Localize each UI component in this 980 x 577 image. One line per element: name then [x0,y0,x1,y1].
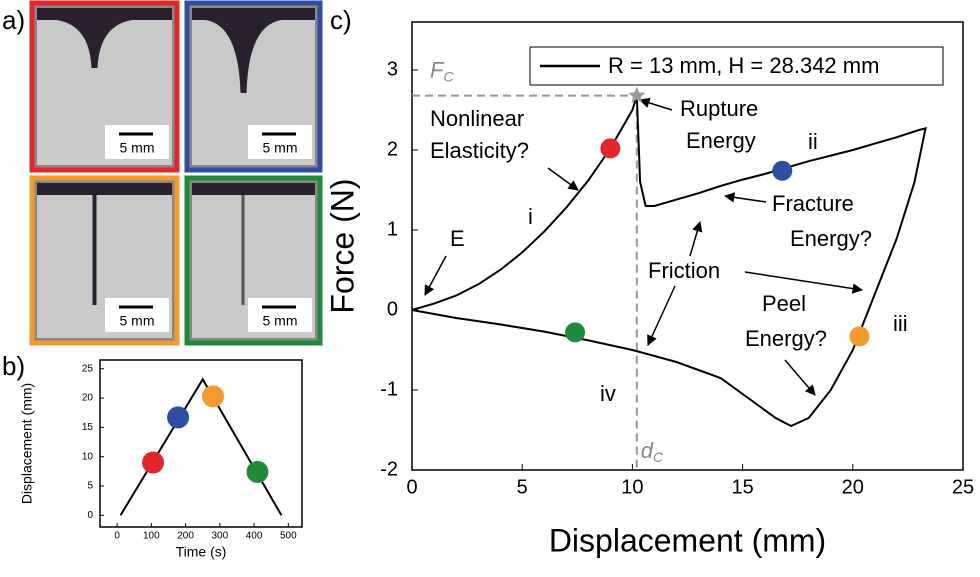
crack [205,20,282,93]
dc-sub: C [653,449,664,465]
crack [56,20,133,68]
data-line [411,95,927,428]
marker [565,322,586,343]
x-tick-label: 500 [280,531,297,542]
fc-main: F [430,57,445,82]
x-tick-label: 20 [842,476,864,498]
x-tick-label: 25 [952,476,974,498]
annotation: Elasticity? [430,138,529,163]
scale-box [105,298,169,332]
marker [167,406,190,429]
y-tick-label: -2 [380,458,398,480]
y-tick-label: 20 [82,393,94,404]
marker [849,326,870,347]
y-tick-label: 25 [82,363,94,374]
photo-top [37,8,172,20]
dc-label: dC [641,438,664,465]
x-tick-label: 15 [731,476,753,498]
y-tick-label: 3 [387,58,398,80]
annotation: iii [893,311,908,336]
annotation: Friction [648,258,720,283]
panel-label: c) [330,5,352,35]
y-tick-label: 0 [387,298,398,320]
x-tick-label: 0 [406,476,417,498]
dc-main: d [641,438,654,463]
annotation: ii [808,129,818,154]
y-tick-label: -1 [380,378,398,400]
x-tick-label: 300 [211,531,228,542]
marker [600,138,621,159]
annotation: Rupture [680,96,758,121]
y-tick-label: 10 [82,451,94,462]
crack [241,195,245,305]
plot-frame [411,21,964,471]
annotation: i [528,204,533,229]
arrows [424,97,864,396]
plot-frame [99,359,303,528]
data-line [119,377,283,516]
scale-label: 5 mm [263,140,298,156]
annotation: Energy? [745,326,827,351]
marker [772,160,793,181]
x-tick-label: 400 [246,531,263,542]
legend-label: R = 13 mm, H = 28.342 mm [608,53,879,78]
x-tick-label: 0 [114,531,120,542]
scale-label: 5 mm [120,313,155,329]
annotation: E [450,226,465,251]
y-tick-label: 0 [87,510,93,521]
marker [201,385,224,408]
scale-label: 5 mm [263,313,298,329]
photo-top [192,183,315,195]
annotation: Energy? [790,226,872,251]
annotation: Energy [686,128,756,153]
x-axis-label: Time (s) [176,544,227,560]
annotation: Nonlinear [430,106,524,131]
x-tick-label: 200 [177,531,194,542]
fc-sub: C [443,68,454,84]
x-tick-label: 5 [517,476,528,498]
scale-label: 5 mm [120,140,155,156]
y-tick-label: 5 [87,481,93,492]
scale-box [105,125,169,159]
scale-box [248,298,312,332]
x-axis-label: Displacement (mm) [549,522,826,558]
scale-box [248,125,312,159]
marker [246,460,269,483]
panel-label: a) [2,5,25,35]
photo-top [37,183,172,195]
y-tick-label: 1 [387,218,398,240]
y-tick-label: 2 [387,138,398,160]
annotation: iv [600,381,616,406]
annotation: Fracture [772,191,854,216]
y-axis-label: Displacement (mm) [19,383,35,504]
y-axis-label: Force (N) [324,178,360,313]
photo-top [192,8,315,20]
x-tick-label: 10 [621,476,643,498]
crack [92,195,97,305]
marker [142,451,165,474]
y-tick-label: 15 [82,422,94,433]
peak-star [628,86,646,103]
x-tick-label: 100 [143,531,160,542]
annotation: Peel [762,291,806,316]
panel-label: b) [2,351,25,381]
fc-label: FC [430,57,454,84]
